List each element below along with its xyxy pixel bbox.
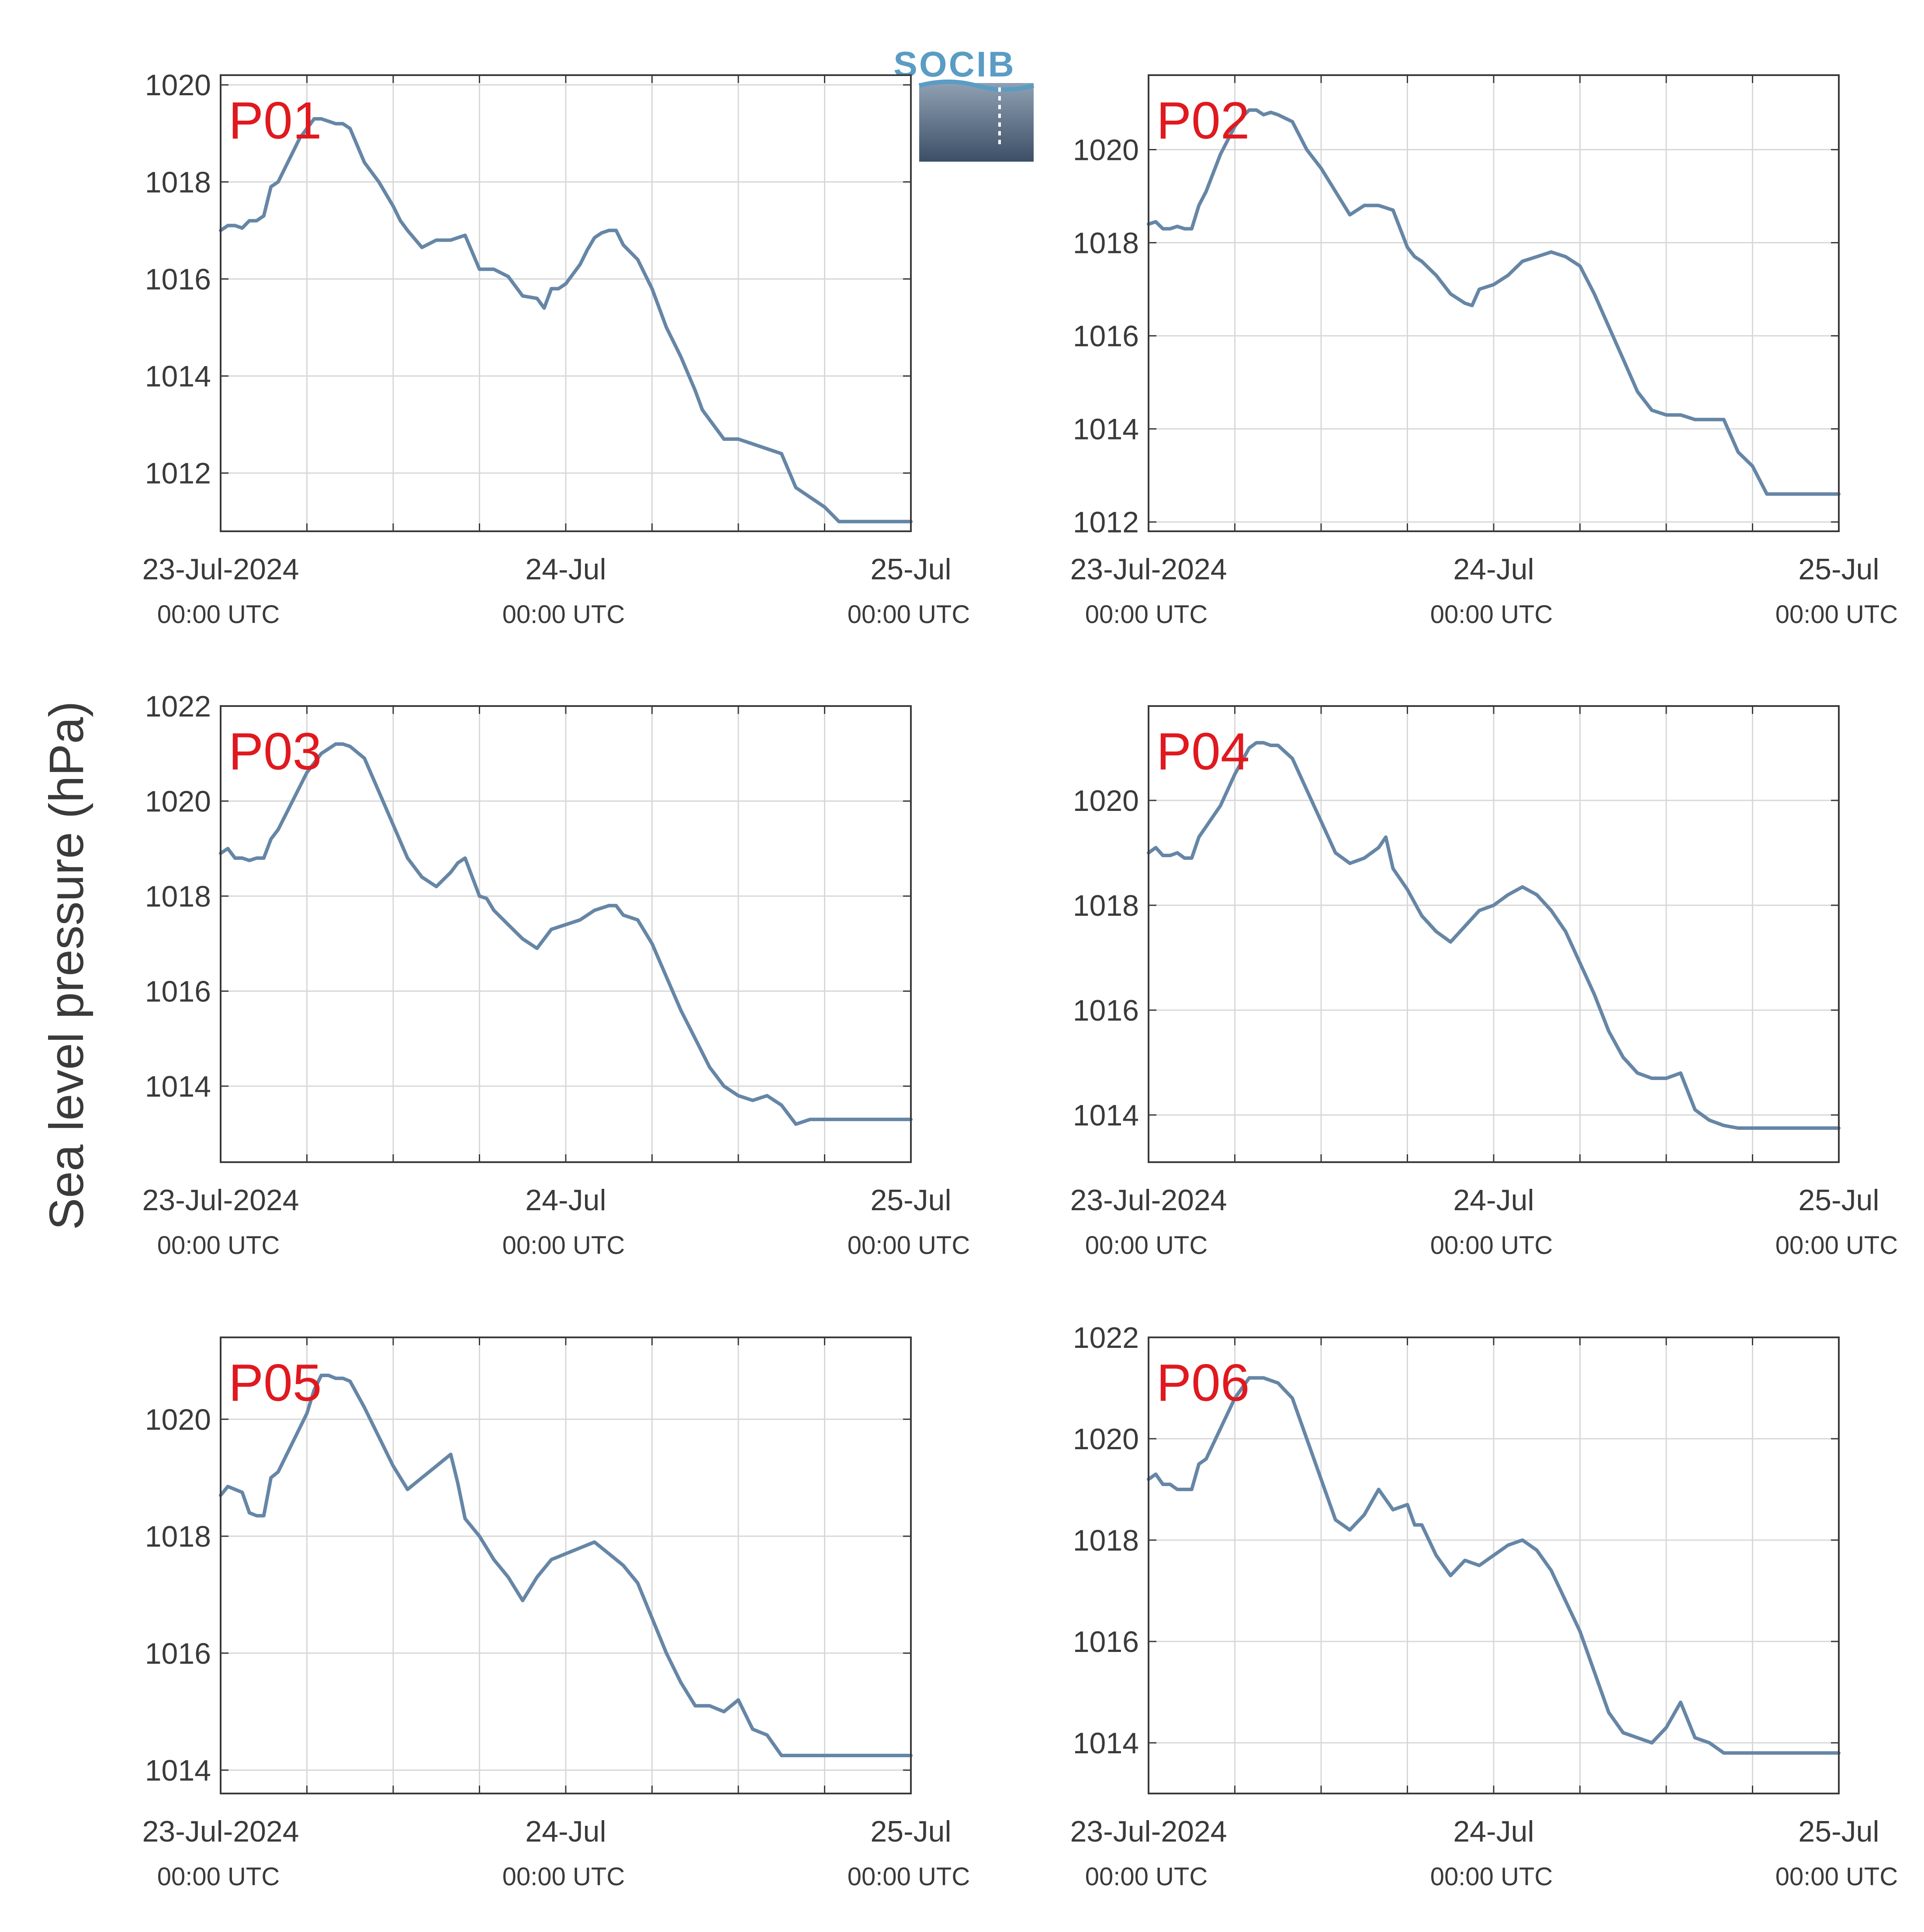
y-tick-label: 1014 bbox=[1073, 1099, 1139, 1132]
chart-panel-p01: 1012 1014 1016 1018 1020 23-Jul-2024 00:00 UTC… bbox=[142, 69, 970, 629]
y-tick-label: 1020 bbox=[1073, 133, 1139, 166]
series-line-p06 bbox=[1147, 1376, 1841, 1755]
chart-panel-p05: 1014 1016 1018 1020 23-Jul-2024 00:00 UTC 24-J… bbox=[142, 1336, 970, 1891]
y-tick-label: 1018 bbox=[1073, 889, 1139, 922]
x-tick-label: 25-Jul bbox=[1798, 1184, 1879, 1217]
x-tick-label: 24-Jul bbox=[1453, 553, 1534, 586]
series-line-p05 bbox=[219, 1374, 913, 1757]
x-tick-label: 24-Jul bbox=[1453, 1184, 1534, 1217]
x-tick-sublabel: 00:00 UTC bbox=[157, 1863, 280, 1891]
x-tick-label: 23-Jul-2024 bbox=[1070, 1184, 1227, 1217]
x-tick-sublabel: 00:00 UTC bbox=[1430, 600, 1553, 629]
series-line-p03 bbox=[219, 742, 913, 1126]
x-tick-sublabel: 00:00 UTC bbox=[1085, 600, 1208, 629]
y-tick-label: 1016 bbox=[1073, 994, 1139, 1027]
y-tick-label: 1012 bbox=[1073, 506, 1139, 539]
chart-panel-p06: 1014 1016 1018 1020 1022 23-Jul-2024 00:00 UTC… bbox=[1070, 1321, 1898, 1891]
x-tick-label: 23-Jul-2024 bbox=[1070, 1815, 1227, 1848]
x-tick-label: 23-Jul-2024 bbox=[142, 1815, 299, 1848]
x-tick-label: 25-Jul bbox=[870, 1815, 951, 1848]
x-tick-sublabel: 00:00 UTC bbox=[848, 1231, 970, 1260]
x-tick-sublabel: 00:00 UTC bbox=[502, 1863, 625, 1891]
y-tick-label: 1016 bbox=[145, 1637, 211, 1670]
series-line-p01 bbox=[219, 117, 913, 523]
x-tick-sublabel: 00:00 UTC bbox=[1775, 600, 1898, 629]
y-tick-label: 1020 bbox=[145, 69, 211, 102]
panel-label-p06: P06 bbox=[1156, 1354, 1250, 1412]
axes-frame bbox=[1148, 1336, 1840, 1794]
x-tick-label: 25-Jul bbox=[1798, 1815, 1879, 1848]
y-tick-label: 1018 bbox=[1073, 1524, 1139, 1557]
axes-frame bbox=[1148, 74, 1840, 532]
y-tick-label: 1016 bbox=[145, 975, 211, 1008]
x-tick-sublabel: 00:00 UTC bbox=[157, 1231, 280, 1260]
x-tick-sublabel: 00:00 UTC bbox=[502, 600, 625, 629]
x-tick-label: 23-Jul-2024 bbox=[142, 1184, 299, 1217]
y-tick-label: 1014 bbox=[1073, 1727, 1139, 1760]
logo-text: SOCIB bbox=[893, 45, 1016, 84]
axes-frame bbox=[1148, 705, 1840, 1163]
y-tick-label: 1012 bbox=[145, 457, 211, 490]
y-axis-label: Sea level pressure (hPa) bbox=[40, 701, 93, 1230]
x-tick-sublabel: 00:00 UTC bbox=[502, 1231, 625, 1260]
panel-label-p03: P03 bbox=[228, 722, 322, 781]
panel-label-p02: P02 bbox=[1156, 91, 1250, 150]
y-tick-label: 1022 bbox=[145, 690, 211, 723]
y-tick-label: 1016 bbox=[1073, 320, 1139, 353]
y-tick-label: 1016 bbox=[1073, 1625, 1139, 1658]
x-tick-sublabel: 00:00 UTC bbox=[1430, 1863, 1553, 1891]
y-tick-label: 1014 bbox=[145, 1754, 211, 1787]
x-tick-sublabel: 00:00 UTC bbox=[1775, 1231, 1898, 1260]
x-tick-sublabel: 00:00 UTC bbox=[157, 600, 280, 629]
y-tick-label: 1018 bbox=[145, 166, 211, 199]
x-tick-label: 24-Jul bbox=[525, 1815, 606, 1848]
axes-frame bbox=[220, 705, 912, 1163]
y-tick-label: 1020 bbox=[1073, 784, 1139, 817]
x-tick-label: 23-Jul-2024 bbox=[1070, 553, 1227, 586]
x-tick-sublabel: 00:00 UTC bbox=[1430, 1231, 1553, 1260]
panel-label-p04: P04 bbox=[1156, 722, 1250, 781]
x-tick-label: 25-Jul bbox=[870, 553, 951, 586]
axes-frame bbox=[220, 74, 912, 532]
x-tick-label: 24-Jul bbox=[525, 1184, 606, 1217]
y-tick-label: 1022 bbox=[1073, 1321, 1139, 1354]
x-tick-label: 23-Jul-2024 bbox=[142, 553, 299, 586]
socib-logo: SOCIB bbox=[893, 45, 1035, 162]
logo-block bbox=[919, 83, 1034, 162]
chart-panel-p02: 1012 1014 1016 1018 1020 23-Jul-2024 00:00 UTC… bbox=[1070, 74, 1898, 629]
x-tick-sublabel: 00:00 UTC bbox=[1085, 1863, 1208, 1891]
x-tick-sublabel: 00:00 UTC bbox=[1085, 1231, 1208, 1260]
panel-label-p01: P01 bbox=[228, 91, 322, 150]
y-tick-label: 1020 bbox=[145, 1403, 211, 1436]
x-tick-label: 24-Jul bbox=[1453, 1815, 1534, 1848]
y-tick-label: 1014 bbox=[1073, 413, 1139, 446]
y-tick-label: 1014 bbox=[145, 360, 211, 393]
x-tick-label: 24-Jul bbox=[525, 553, 606, 586]
x-tick-sublabel: 00:00 UTC bbox=[848, 600, 970, 629]
y-tick-label: 1018 bbox=[1073, 227, 1139, 260]
logo-wave bbox=[918, 80, 1035, 92]
axes-frame bbox=[220, 1336, 912, 1794]
y-tick-label: 1016 bbox=[145, 263, 211, 296]
x-tick-label: 25-Jul bbox=[1798, 553, 1879, 586]
series-line-p02 bbox=[1147, 108, 1841, 496]
x-tick-sublabel: 00:00 UTC bbox=[848, 1863, 970, 1891]
y-tick-label: 1020 bbox=[1073, 1423, 1139, 1456]
x-tick-label: 25-Jul bbox=[870, 1184, 951, 1217]
chart-panel-p04: 1014 1016 1018 1020 23-Jul-2024 00:00 UTC 24-J… bbox=[1070, 705, 1898, 1260]
y-tick-label: 1018 bbox=[145, 880, 211, 913]
y-tick-label: 1014 bbox=[145, 1070, 211, 1103]
chart-panel-p03: 1014 1016 1018 1020 1022 23-Jul-2024 00:00 UTC… bbox=[142, 690, 970, 1260]
y-tick-label: 1018 bbox=[145, 1520, 211, 1553]
chart-panels: 1012 1014 1016 1018 1020 23-Jul-2024 00:00 UTC… bbox=[142, 69, 1898, 1891]
x-tick-sublabel: 00:00 UTC bbox=[1775, 1863, 1898, 1891]
y-tick-label: 1020 bbox=[145, 785, 211, 818]
series-line-p04 bbox=[1147, 741, 1841, 1130]
panel-label-p05: P05 bbox=[228, 1354, 322, 1412]
